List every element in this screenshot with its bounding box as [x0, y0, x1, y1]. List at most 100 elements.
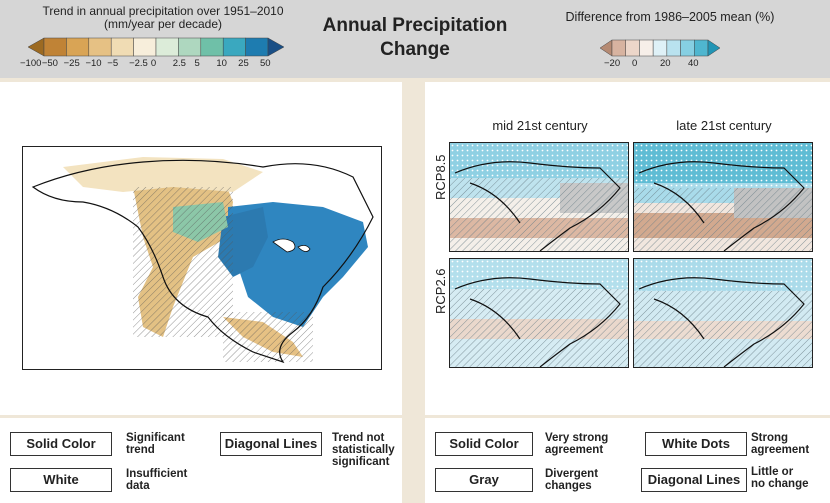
observed-scale-tick-4: −5 [107, 58, 119, 69]
observed-trend-title: Trend in annual precipitation over 1951–… [18, 5, 308, 31]
rcp26-mid-coast [454, 277, 621, 367]
row-label-rcp26: RCP2.6 [433, 268, 448, 314]
legend-solid-color-box: Solid Color [10, 432, 112, 456]
map-rcp85-mid [449, 142, 629, 252]
legend-little-change-box: Diagonal Lines [641, 468, 747, 492]
projected-change-title: Difference from 1986–2005 mean (%) [565, 10, 775, 24]
projection-scale-tick-0: −20 [604, 58, 621, 69]
page-title-line1: Annual Precipitation [322, 15, 508, 36]
legend-gray-desc-1: Divergent [545, 468, 599, 480]
legend-very-strong-desc-1: Very strong [545, 432, 609, 444]
observed-scale-tick-3: −10 [85, 58, 102, 69]
projection-scale-swatch-7 [694, 39, 709, 57]
legend-gray-desc: Divergent changes [545, 468, 598, 492]
rcp26-mid-hatch [450, 289, 628, 367]
projection-scale-swatch-6 [680, 39, 695, 57]
observed-trend-title-line2: (mm/year per decade) [103, 17, 223, 31]
projected-change-ticks: −20 0 20 40 [604, 58, 708, 70]
legend-gray-box: Gray [435, 468, 533, 492]
observed-scale-tick-1: −50 [41, 58, 58, 69]
legend-very-strong-box: Solid Color [435, 432, 533, 456]
legend-little-change-desc-2: no change [751, 478, 809, 490]
legend-diagonal-lines-box: Diagonal Lines [220, 432, 322, 456]
observed-scale-tick-11: 50 [260, 58, 271, 69]
observed-scale-swatch-3 [88, 37, 112, 57]
legend-white-dots-desc: Strong agreement [751, 432, 809, 456]
observed-scale-tick-8: 5 [194, 58, 200, 69]
legend-diagonal-lines-desc-2: statistically [332, 444, 395, 456]
col-label-late: late 21st century [676, 118, 772, 133]
legend-solid-color-desc-2: trend [126, 444, 155, 456]
observed-scale-swatch-5 [133, 37, 157, 57]
projected-change-colorbar [600, 39, 720, 57]
observed-scale-tick-9: 10 [216, 58, 227, 69]
observed-scale-tick-0: −100 [20, 58, 42, 69]
projection-scale-tick-3: 40 [688, 58, 699, 69]
legend-solid-color-desc-1: Significant [126, 432, 185, 444]
observed-scale-tick-7: 2.5 [172, 58, 186, 69]
map-rcp26-mid [449, 258, 629, 368]
legend-diagonal-lines-desc: Trend not statistically significant [332, 432, 395, 468]
observed-great-lakes [272, 238, 311, 253]
observed-trend-ticks: −100 −50 −25 −10 −5 −2.5 0 2.5 5 10 25 50 [20, 58, 284, 70]
observed-trend-map [22, 146, 382, 370]
rcp85-mid-hatch [450, 178, 628, 251]
rcp26-late-coast [638, 277, 805, 367]
rcp85-late-coast [638, 161, 805, 251]
map-rcp26-late [633, 258, 813, 368]
observed-scale-swatch-9 [222, 37, 246, 57]
rcp85-mid-dots [450, 143, 628, 178]
legend-diagonal-lines-desc-3: significant [332, 456, 390, 468]
observed-scale-swatch-1 [43, 37, 67, 57]
row-label-rcp85: RCP8.5 [433, 154, 448, 200]
observed-scale-swatch-2 [66, 37, 90, 57]
observed-scale-swatch-7 [178, 37, 202, 57]
legend-very-strong-desc-2: agreement [545, 444, 604, 456]
observed-trend-title-line1: Trend in annual precipitation over 1951–… [42, 4, 284, 18]
observed-legend: Solid Color Significant trend White Insu… [0, 418, 402, 503]
page-title: Annual Precipitation Change [305, 14, 525, 62]
observed-scale-swatch-11 [267, 37, 284, 57]
rcp85-mid-coast [454, 161, 621, 251]
observed-scale-tick-5: −2.5 [129, 58, 148, 69]
projection-scale-swatch-1 [611, 39, 626, 57]
legend-white-dots-box: White Dots [645, 432, 747, 456]
observed-scale-swatch-8 [200, 37, 224, 57]
legend-little-change-desc: Little or no change [751, 466, 809, 490]
map-rcp85-late [633, 142, 813, 252]
observed-land-north [63, 157, 263, 192]
legend-white-desc-1: Insufficient [126, 468, 188, 480]
projection-scale-swatch-8 [707, 39, 720, 57]
observed-hatch-mexico [223, 312, 313, 362]
rcp85-late-hatch [634, 188, 812, 251]
observed-map-panel [0, 82, 402, 415]
observed-coastline [31, 159, 374, 364]
observed-scale-tick-6: 0 [150, 58, 157, 69]
observed-trend-colorbar [28, 37, 284, 57]
rcp26-late-dots [634, 259, 812, 291]
legend-solid-color-desc: Significant trend [126, 432, 185, 456]
projection-scale-swatch-2 [625, 39, 640, 57]
observed-hatch-west [133, 187, 233, 337]
legend-very-strong-desc: Very strong agreement [545, 432, 608, 456]
legend-white-dots-desc-2: agreement [751, 444, 810, 456]
projection-scale-swatch-0 [600, 39, 613, 57]
projection-scale-tick-2: 20 [660, 58, 671, 69]
legend-white-dots-desc-1: Strong [751, 432, 789, 444]
projection-scale-swatch-3 [639, 39, 654, 57]
legend-gray-desc-2: changes [545, 480, 592, 492]
observed-scale-swatch-10 [245, 37, 269, 57]
projection-scale-tick-1: 0 [632, 58, 638, 69]
legend-diagonal-lines-desc-1: Trend not [332, 432, 385, 444]
legend-white-desc: Insufficient data [126, 468, 187, 492]
col-label-mid: mid 21st century [492, 118, 588, 133]
header-band: Trend in annual precipitation over 1951–… [0, 0, 830, 78]
observed-scale-tick-10: 25 [238, 58, 249, 69]
projection-panel: mid 21st century late 21st century RCP8.… [425, 82, 830, 415]
observed-scale-swatch-6 [155, 37, 179, 57]
legend-white-desc-2: data [126, 480, 150, 492]
legend-little-change-desc-1: Little or [751, 466, 794, 478]
observed-scale-tick-2: −25 [63, 58, 80, 69]
rcp26-late-hatch [634, 291, 812, 367]
legend-white-box: White [10, 468, 112, 492]
